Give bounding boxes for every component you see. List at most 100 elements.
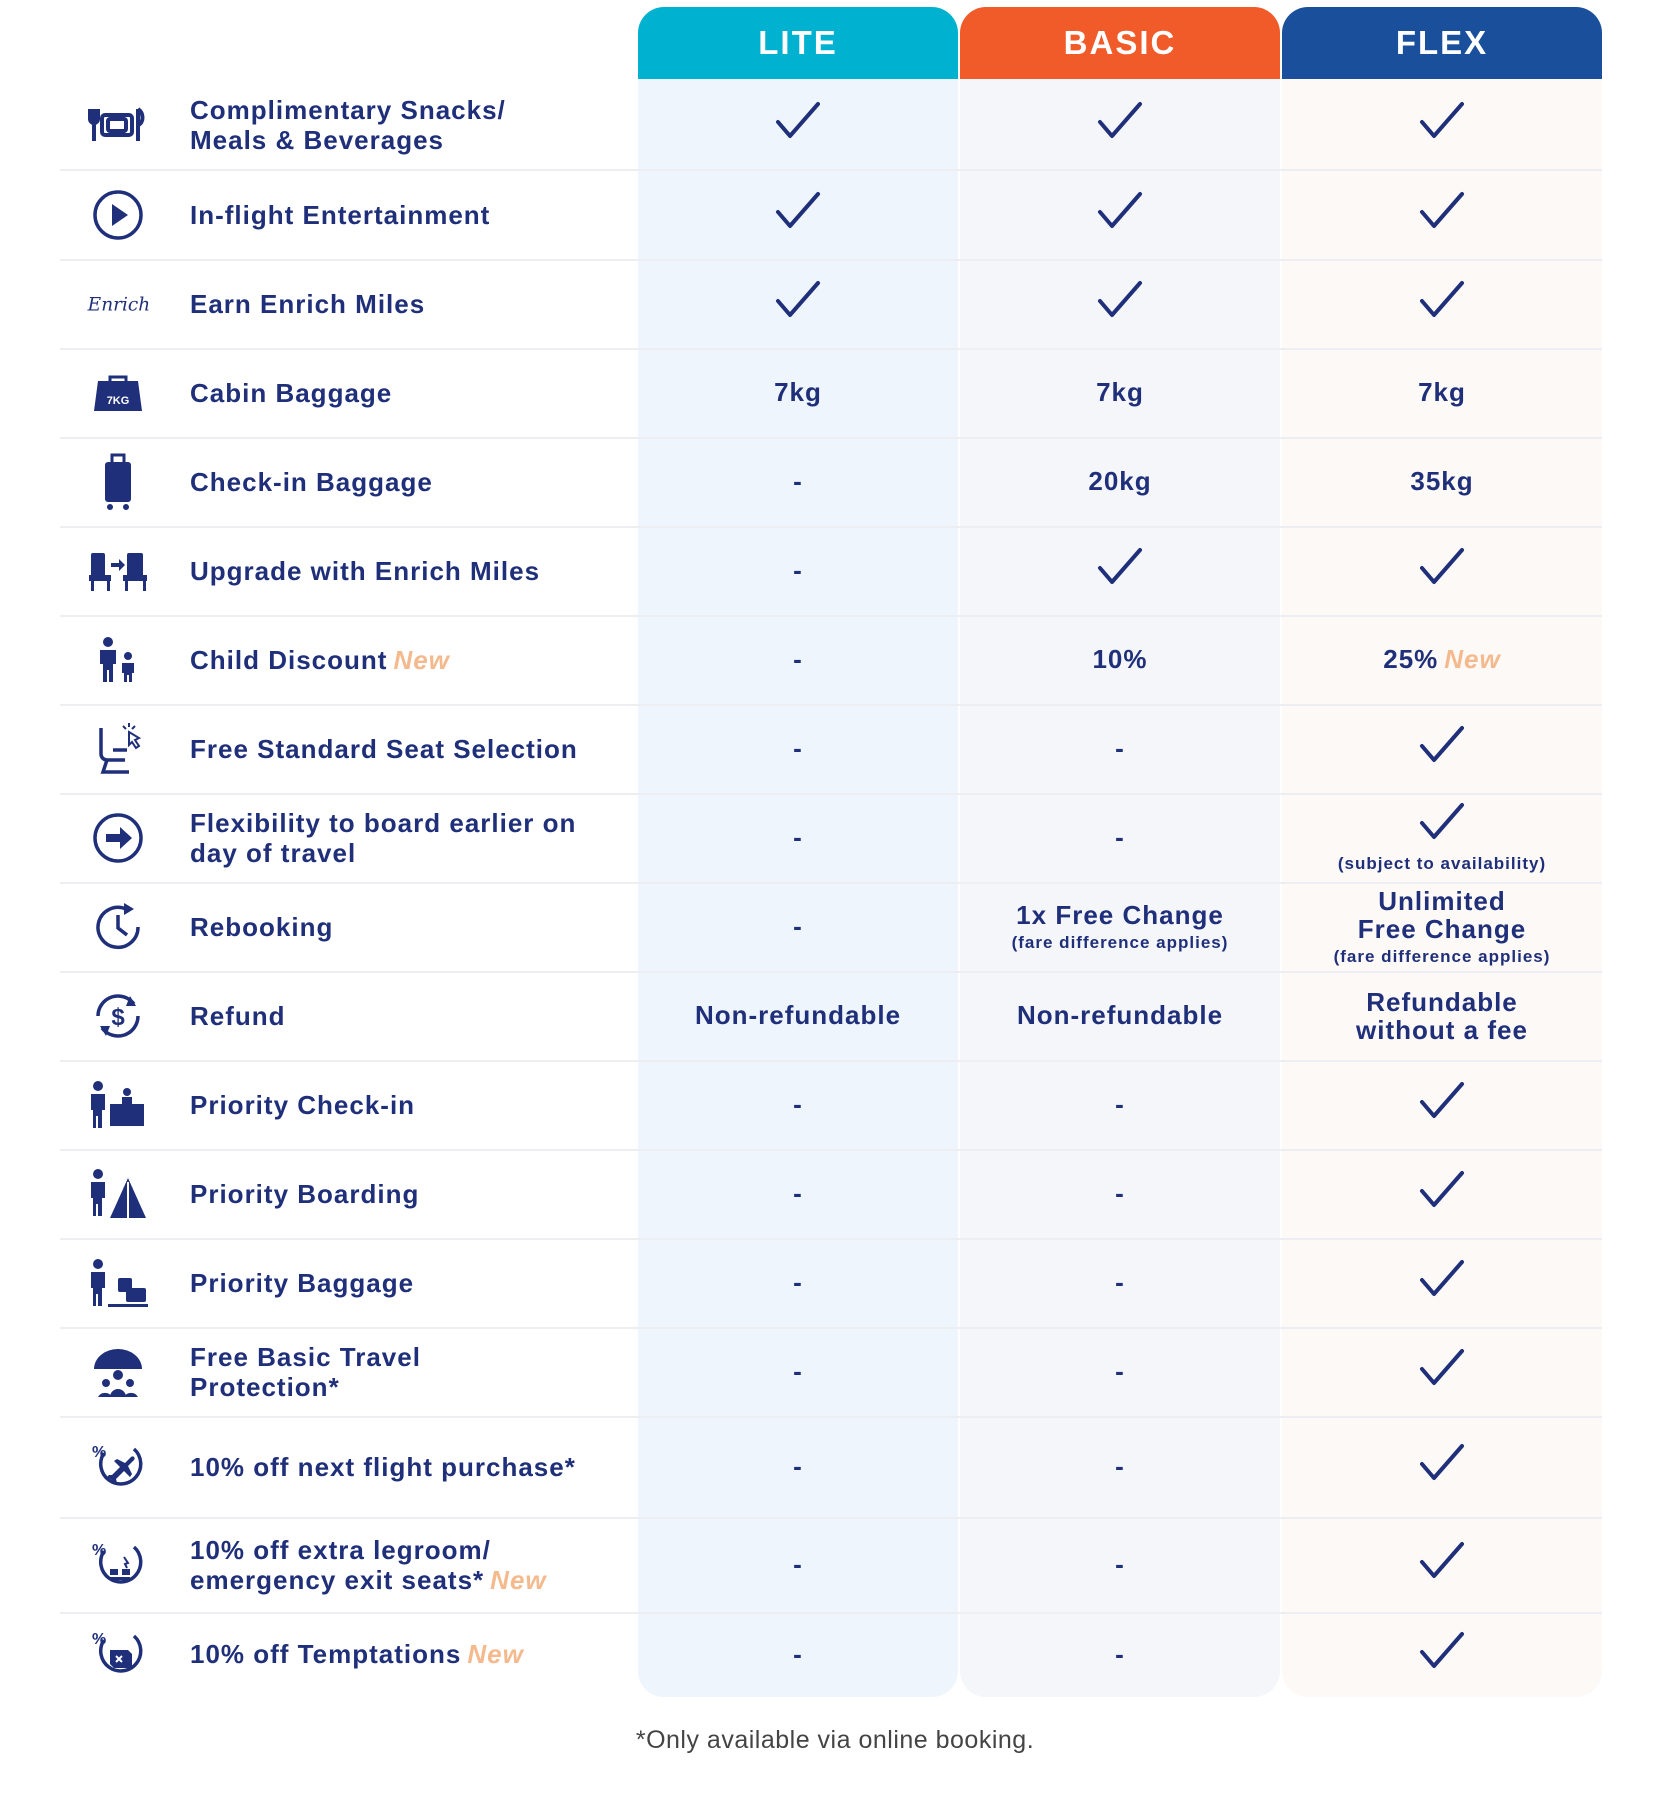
cabin-bag-icon: 7KG: [86, 361, 150, 425]
cell-lite: -: [638, 1416, 958, 1517]
not-included-dash: -: [1115, 1549, 1125, 1579]
svg-text:$: $: [111, 1004, 125, 1031]
not-included-dash: -: [793, 1356, 803, 1386]
feature-label-text: In-flight Entertainment: [190, 199, 491, 230]
percent-seat-icon-graphic: %: [92, 1542, 143, 1584]
umbrella-family-icon-graphic: [94, 1348, 142, 1397]
cell-lite: -: [638, 1060, 958, 1149]
not-included-dash: -: [793, 911, 803, 941]
cell-flex: [1282, 704, 1602, 793]
cell-basic: -: [960, 793, 1280, 882]
feature-label: Flexibility to board earlier on day of tr…: [190, 808, 620, 868]
cell-basic: [960, 80, 1280, 169]
cell-lite: [638, 170, 958, 259]
table-row: In-flight Entertainment: [60, 170, 1602, 261]
cell-note: (fare difference applies): [1333, 946, 1551, 966]
table-row: Check-in Baggage - 20kg 35kg: [60, 437, 1602, 528]
table-row: Priority Check-in - -: [60, 1060, 1602, 1151]
play-icon-graphic: [93, 189, 143, 240]
cell-value: 7kg: [1418, 377, 1466, 407]
cell-flex: [1282, 1238, 1602, 1327]
feature-label: Cabin Baggage: [190, 378, 620, 408]
feature-label: 10% off extra legroom/emergency exit sea…: [190, 1535, 620, 1595]
play-icon: [86, 183, 150, 247]
cell-lite: -: [638, 1238, 958, 1327]
checkmark-icon: [1418, 1540, 1466, 1589]
cell-lite: -: [638, 882, 958, 971]
percent-shop-icon: %: [86, 1622, 150, 1686]
not-included-dash: -: [1115, 822, 1125, 852]
checkmark-icon: [1096, 190, 1144, 239]
feature-label: Free Standard Seat Selection: [190, 734, 620, 764]
cell-basic: -: [960, 1416, 1280, 1517]
feature-label-text: Earn Enrich Miles: [190, 288, 426, 319]
arrow-circle-icon: [86, 806, 150, 870]
svg-text:%: %: [92, 1631, 106, 1648]
feature-label: Upgrade with Enrich Miles: [190, 556, 620, 586]
table-row: % 10% off Temptations New - -: [60, 1612, 1602, 1696]
cabin-bag-icon-graphic: 7KG: [94, 375, 142, 411]
feature-label-line: emergency exit seats* New: [190, 1564, 547, 1595]
feature-label: Priority Check-in: [190, 1090, 620, 1120]
cell-flex: [1282, 80, 1602, 169]
lite-column-background: [638, 7, 958, 1697]
not-included-dash: -: [793, 1451, 803, 1481]
checkmark-icon: [1418, 1258, 1466, 1307]
percent-plane-icon: %: [86, 1435, 150, 1499]
cell-lite: [638, 80, 958, 169]
checkmark-icon: [1418, 279, 1466, 328]
feature-label-line: Free Basic Travel: [190, 1341, 421, 1372]
table-row: Upgrade with Enrich Miles -: [60, 526, 1602, 617]
cell-basic: -: [960, 1327, 1280, 1416]
table-row: $ Refund Non-refundable Non-refundable Refun…: [60, 971, 1602, 1062]
cell-basic: -: [960, 1060, 1280, 1149]
feature-label-line: 10% off extra legroom/: [190, 1534, 491, 1565]
table-row: % 10% off extra legroom/emergency exit se…: [60, 1517, 1602, 1614]
not-included-dash: -: [1115, 1638, 1125, 1669]
checkmark-icon: [1096, 279, 1144, 328]
not-included-dash: -: [1115, 1356, 1125, 1386]
cell-flex: [1282, 526, 1602, 615]
not-included-dash: -: [793, 822, 803, 852]
cell-basic: [960, 259, 1280, 348]
feature-label: In-flight Entertainment: [190, 200, 620, 230]
feature-label-line: Protection*: [190, 1371, 340, 1402]
cell-lite: Non-refundable: [638, 971, 958, 1060]
checkmark-icon: [1096, 546, 1144, 595]
table-row: Free Standard Seat Selection - -: [60, 704, 1602, 795]
feature-label: Rebooking: [190, 912, 620, 942]
cell-basic: 10%: [960, 615, 1280, 704]
percent-plane-icon-graphic: %: [92, 1444, 143, 1486]
checkmark-icon: [774, 190, 822, 239]
cell-value: 7kg: [1096, 377, 1144, 407]
flex-column-background: [1282, 7, 1602, 1697]
cell-note: (fare difference applies): [1011, 932, 1229, 952]
feature-label: Refund: [190, 1001, 620, 1031]
cell-lite: 7kg: [638, 348, 958, 437]
suitcase-icon-graphic: [105, 453, 131, 510]
percent-seat-icon: %: [86, 1533, 150, 1597]
cell-flex: Unlimited Free Change (fare difference app…: [1282, 882, 1602, 971]
not-included-dash: -: [793, 555, 803, 585]
feature-label-text: 10% off Temptations: [190, 1639, 462, 1669]
cell-lite: -: [638, 1149, 958, 1238]
arrow-circle-icon-graphic: [93, 812, 143, 863]
cell-flex: [1282, 170, 1602, 259]
feature-label: Check-in Baggage: [190, 467, 620, 497]
cell-value: 35kg: [1410, 466, 1474, 496]
feature-label-text: Rebooking: [190, 911, 334, 942]
cell-flex: [1282, 1612, 1602, 1696]
cell-flex: [1282, 1517, 1602, 1612]
clock-icon-graphic: [96, 902, 140, 949]
cell-lite: -: [638, 526, 958, 615]
cell-basic: -: [960, 1612, 1280, 1696]
new-badge: New: [490, 1564, 547, 1595]
cell-flex: [1282, 1327, 1602, 1416]
feature-label-line: Flexibility to board earlier on: [190, 807, 577, 838]
feature-label-text: Free Standard Seat Selection: [190, 733, 578, 764]
cell-flex: [1282, 1149, 1602, 1238]
cell-lite: -: [638, 1517, 958, 1612]
cell-flex: Refundable without a fee: [1282, 971, 1602, 1060]
feature-label-line: Complimentary Snacks/: [190, 94, 506, 125]
cell-basic: 7kg: [960, 348, 1280, 437]
